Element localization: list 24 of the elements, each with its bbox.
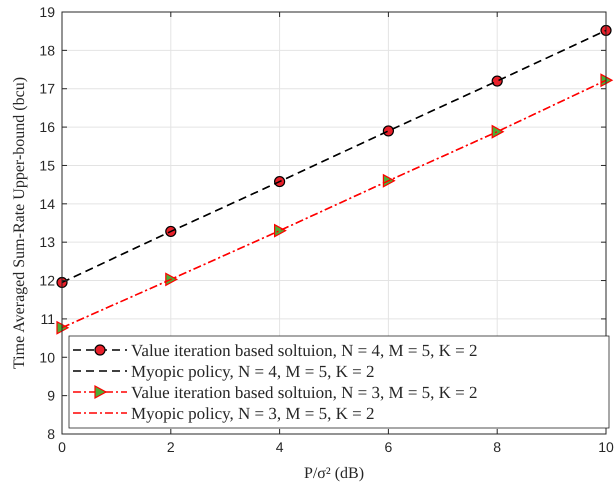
y-tick-label: 13 (39, 234, 56, 250)
y-tick-label: 15 (39, 157, 56, 174)
y-tick-label: 11 (40, 310, 56, 327)
y-tick-label: 18 (39, 42, 56, 58)
x-tick-label: 8 (493, 439, 502, 455)
x-axis-title: P/σ² (dB) (304, 465, 364, 482)
y-tick-label: 14 (39, 196, 56, 212)
x-tick-label: 6 (384, 439, 392, 455)
legend-label: Myopic policy, N = 4, M = 5, K = 2 (131, 362, 374, 381)
x-tick-label: 10 (598, 439, 614, 455)
y-axis-title: Time Averaged Sum-Rate Upper-bound (bcu) (11, 76, 28, 370)
y-tick-label: 9 (47, 388, 56, 404)
x-tick-label: 0 (58, 439, 66, 455)
y-tick-label: 12 (39, 272, 56, 289)
y-tick-label: 8 (47, 426, 56, 442)
y-tick-label: 16 (39, 119, 56, 136)
y-tick-label: 17 (39, 80, 56, 97)
legend-label: Value iteration based soltuion, N = 4, M = 5, K = 2 (131, 341, 478, 360)
x-tick-label: 2 (166, 439, 175, 455)
y-tick-label: 10 (39, 349, 56, 366)
y-tick-label: 19 (39, 4, 56, 20)
legend-label: Value iteration based soltuion, N = 3, M = 5, K = 2 (131, 383, 478, 402)
legend-label: Myopic policy, N = 3, M = 5, K = 2 (131, 404, 374, 423)
x-tick-label: 4 (276, 439, 284, 455)
